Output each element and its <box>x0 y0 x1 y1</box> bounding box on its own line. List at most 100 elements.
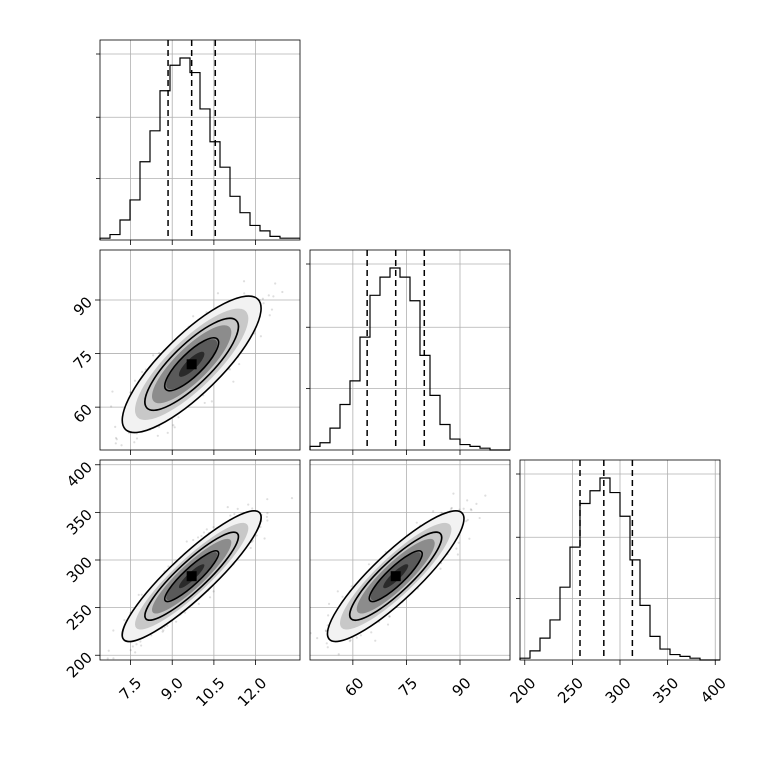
sample-point <box>469 508 473 511</box>
sample-point <box>114 442 117 445</box>
sample-point <box>205 528 208 531</box>
sample-point <box>267 294 270 297</box>
panel-frame <box>99 249 301 451</box>
sample-point <box>370 631 373 634</box>
contour-line <box>326 510 465 643</box>
sample-point <box>200 534 203 538</box>
sample-point <box>484 494 487 497</box>
sample-point <box>158 351 161 355</box>
sample-point <box>270 308 274 311</box>
sample-point <box>243 292 246 295</box>
sample-point <box>452 492 455 495</box>
sample-point <box>255 534 258 537</box>
x-tick-label: 75 <box>395 674 421 700</box>
sample-point <box>116 662 118 664</box>
sample-point <box>161 630 164 633</box>
sample-point <box>242 280 246 283</box>
sample-point <box>114 436 118 440</box>
sample-point <box>166 431 169 434</box>
x-tick-label: 400 <box>697 674 730 707</box>
sample-point <box>450 506 453 510</box>
scatter-panel-0 <box>92 249 301 455</box>
sample-point <box>266 498 269 501</box>
panel-frame <box>309 249 511 451</box>
contour-line <box>144 531 240 621</box>
scatter-panel-1 <box>95 459 301 665</box>
sample-point <box>462 507 465 510</box>
sample-point <box>281 290 284 294</box>
sample-point <box>92 431 94 433</box>
histogram-step <box>519 477 720 661</box>
sample-point <box>274 282 277 285</box>
panel-frame <box>99 39 301 241</box>
sample-point <box>456 553 459 556</box>
sample-point <box>212 590 215 593</box>
contour-line <box>163 337 220 392</box>
x-tick-label: 9.0 <box>157 674 187 704</box>
sample-point <box>229 514 232 517</box>
sample-point <box>120 444 123 447</box>
sample-point <box>251 507 254 510</box>
y-tick-label: 300 <box>63 553 96 586</box>
contour-line <box>121 295 262 434</box>
contour-line <box>348 531 443 621</box>
peak-marker <box>186 359 197 370</box>
sample-point <box>468 537 471 540</box>
sample-point <box>226 505 229 509</box>
sample-point <box>208 596 212 599</box>
sample-point <box>212 526 215 529</box>
contour-line <box>144 317 240 412</box>
sample-point <box>114 425 117 428</box>
x-tick-label: 90 <box>449 674 475 700</box>
sample-point <box>192 315 195 318</box>
sample-point <box>386 623 390 626</box>
x-tick-label: 250 <box>554 674 587 707</box>
sample-point <box>317 669 319 671</box>
scatter-panel-2 <box>309 459 511 671</box>
sample-point <box>432 510 435 513</box>
sample-point <box>131 645 134 648</box>
sample-point <box>137 452 139 454</box>
sample-point <box>336 590 339 593</box>
sample-point <box>152 354 155 357</box>
sample-point <box>259 335 262 338</box>
sample-point <box>247 503 250 506</box>
sample-point <box>265 515 268 519</box>
sample-point <box>106 657 109 660</box>
sample-point <box>135 643 138 646</box>
x-tick-label: 300 <box>602 674 635 707</box>
sample-point <box>465 520 468 523</box>
y-tick-label: 90 <box>70 293 96 319</box>
sample-point <box>134 651 137 654</box>
sample-point <box>349 639 352 642</box>
sample-point <box>348 639 351 643</box>
sample-point <box>133 379 137 382</box>
sample-point <box>173 426 176 429</box>
sample-point <box>439 567 442 570</box>
sample-point <box>440 511 443 514</box>
sample-point <box>216 292 220 295</box>
sample-point <box>112 629 115 632</box>
sample-point <box>341 595 344 598</box>
sample-point <box>466 499 469 502</box>
hist-panel-0 <box>96 39 301 245</box>
peak-marker <box>186 571 197 582</box>
sample-point <box>167 565 170 568</box>
sample-point <box>326 646 329 649</box>
y-tick-label: 60 <box>70 400 96 426</box>
sample-point <box>261 297 264 300</box>
sample-point <box>158 425 161 428</box>
y-tick-label: 250 <box>63 601 96 634</box>
sample-point <box>156 434 159 437</box>
sample-point <box>325 642 328 645</box>
sample-point <box>374 639 377 642</box>
y-tick-label: 200 <box>63 649 96 682</box>
sample-point <box>324 629 328 632</box>
sample-point <box>458 508 461 511</box>
sample-point <box>210 400 213 403</box>
sample-point <box>316 637 319 640</box>
sample-point <box>324 629 328 633</box>
x-tick-label: 200 <box>507 674 540 707</box>
peak-marker <box>390 571 401 582</box>
